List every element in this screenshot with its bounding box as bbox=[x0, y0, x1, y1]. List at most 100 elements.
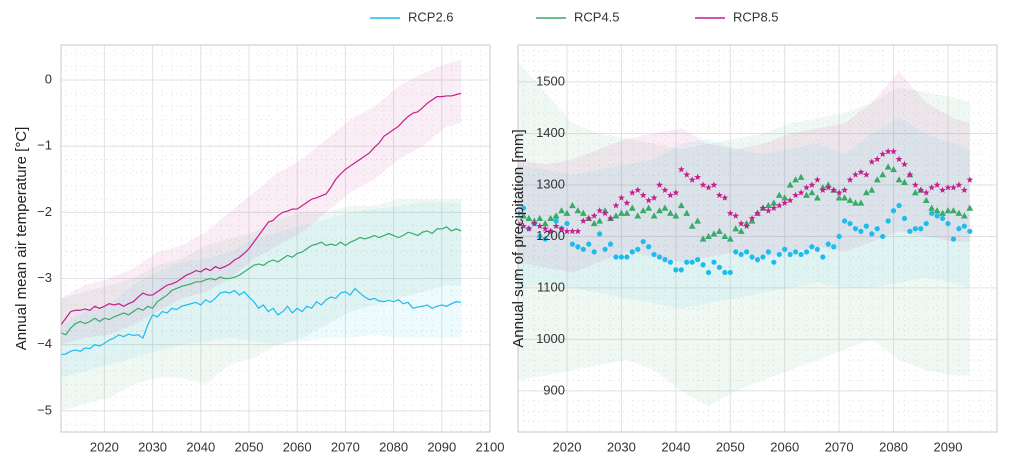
star-marker bbox=[677, 165, 685, 173]
star-marker bbox=[960, 186, 968, 194]
star-marker bbox=[944, 183, 952, 191]
triangle-marker bbox=[558, 207, 565, 214]
plot-area bbox=[518, 45, 997, 432]
circle-marker bbox=[602, 246, 608, 252]
line bbox=[61, 92, 462, 326]
triangle-marker bbox=[547, 214, 555, 222]
triangle-marker bbox=[895, 176, 903, 183]
star-marker bbox=[547, 227, 555, 235]
x-tick-label: 2080 bbox=[379, 439, 408, 454]
circle-marker bbox=[814, 246, 820, 252]
star-marker bbox=[618, 194, 625, 201]
star-marker bbox=[928, 183, 936, 191]
circle-marker bbox=[553, 218, 559, 224]
circle-marker bbox=[841, 218, 848, 224]
star-marker bbox=[612, 201, 620, 209]
triangle-marker bbox=[667, 209, 674, 216]
circle-marker bbox=[518, 210, 521, 216]
plot-area bbox=[61, 45, 490, 432]
line bbox=[61, 226, 462, 336]
star-marker bbox=[590, 212, 598, 219]
triangle-marker bbox=[939, 209, 946, 216]
triangle-marker bbox=[618, 209, 625, 216]
star-marker bbox=[558, 225, 565, 232]
y-tick-label: 1500 bbox=[536, 73, 565, 88]
circle-marker bbox=[700, 262, 706, 268]
circle-marker bbox=[722, 269, 728, 276]
x-tick-label: 2040 bbox=[661, 439, 690, 454]
legend-label: RCP8.5 bbox=[733, 9, 779, 24]
x-tick-label: 2050 bbox=[235, 439, 264, 454]
circle-marker bbox=[945, 220, 951, 227]
y-tick-label: −1 bbox=[37, 138, 52, 153]
star-marker bbox=[911, 181, 919, 188]
x-tick-label: 2030 bbox=[138, 439, 167, 454]
star-marker bbox=[775, 201, 783, 209]
circle-marker bbox=[939, 215, 946, 222]
uncertainty-band bbox=[518, 118, 970, 309]
star-marker bbox=[759, 204, 767, 212]
star-marker bbox=[656, 181, 663, 188]
x-tick-label: 2070 bbox=[331, 439, 360, 454]
triangle-marker bbox=[928, 204, 936, 211]
triangle-marker bbox=[960, 212, 968, 219]
triangle-marker bbox=[688, 222, 696, 229]
star-marker bbox=[672, 189, 680, 196]
star-marker bbox=[563, 227, 571, 235]
triangle-marker bbox=[656, 207, 663, 214]
star-marker bbox=[754, 209, 761, 217]
x-tick-label: 2080 bbox=[879, 439, 908, 454]
star-marker bbox=[895, 155, 903, 163]
circle-marker bbox=[635, 246, 641, 252]
y-tick-label: 1000 bbox=[536, 331, 565, 346]
triangle-marker bbox=[525, 214, 533, 222]
star-marker bbox=[683, 171, 691, 178]
star-marker bbox=[852, 171, 859, 178]
star-marker bbox=[737, 219, 745, 227]
circle-marker bbox=[591, 249, 597, 255]
circle-marker bbox=[624, 254, 630, 260]
star-marker bbox=[623, 199, 631, 206]
circle-marker bbox=[613, 254, 619, 260]
circle-marker bbox=[782, 246, 788, 252]
triangle-marker bbox=[852, 199, 859, 206]
star-marker bbox=[715, 191, 723, 199]
x-tick-label: 2030 bbox=[607, 439, 636, 454]
circle-marker bbox=[863, 223, 869, 229]
triangle-marker bbox=[569, 201, 576, 209]
circle-marker bbox=[836, 233, 842, 240]
star-marker bbox=[917, 186, 925, 194]
circle-marker bbox=[896, 202, 902, 209]
triangle-marker bbox=[634, 212, 642, 219]
legend-label: RCP2.6 bbox=[408, 9, 454, 24]
uncertainty-band bbox=[61, 199, 462, 411]
y-tick-label: 1400 bbox=[536, 125, 565, 140]
circle-marker bbox=[651, 251, 657, 258]
star-marker bbox=[770, 204, 778, 212]
star-marker bbox=[835, 189, 843, 196]
star-marker bbox=[890, 147, 897, 155]
triangle-marker bbox=[721, 232, 729, 240]
triangle-marker bbox=[884, 163, 892, 170]
triangle-marker bbox=[933, 207, 941, 214]
uncertainty-band bbox=[61, 202, 462, 378]
circle-marker bbox=[918, 226, 924, 232]
circle-marker bbox=[738, 251, 744, 258]
y-tick-label: 900 bbox=[543, 382, 565, 397]
plot-frame bbox=[60, 44, 491, 433]
circle-marker bbox=[885, 218, 891, 224]
triangle-marker bbox=[590, 219, 598, 227]
circle-marker bbox=[733, 249, 739, 255]
uncertainty-band bbox=[61, 60, 462, 345]
star-marker bbox=[786, 196, 794, 204]
triangle-marker bbox=[857, 199, 865, 206]
y-tick-label: −2 bbox=[37, 204, 52, 219]
triangle-marker bbox=[672, 212, 680, 219]
circle-marker bbox=[820, 254, 826, 260]
triangle-marker bbox=[536, 214, 544, 222]
star-marker bbox=[726, 209, 734, 217]
circle-marker bbox=[684, 259, 690, 265]
star-marker bbox=[710, 181, 718, 188]
star-marker bbox=[721, 194, 729, 201]
